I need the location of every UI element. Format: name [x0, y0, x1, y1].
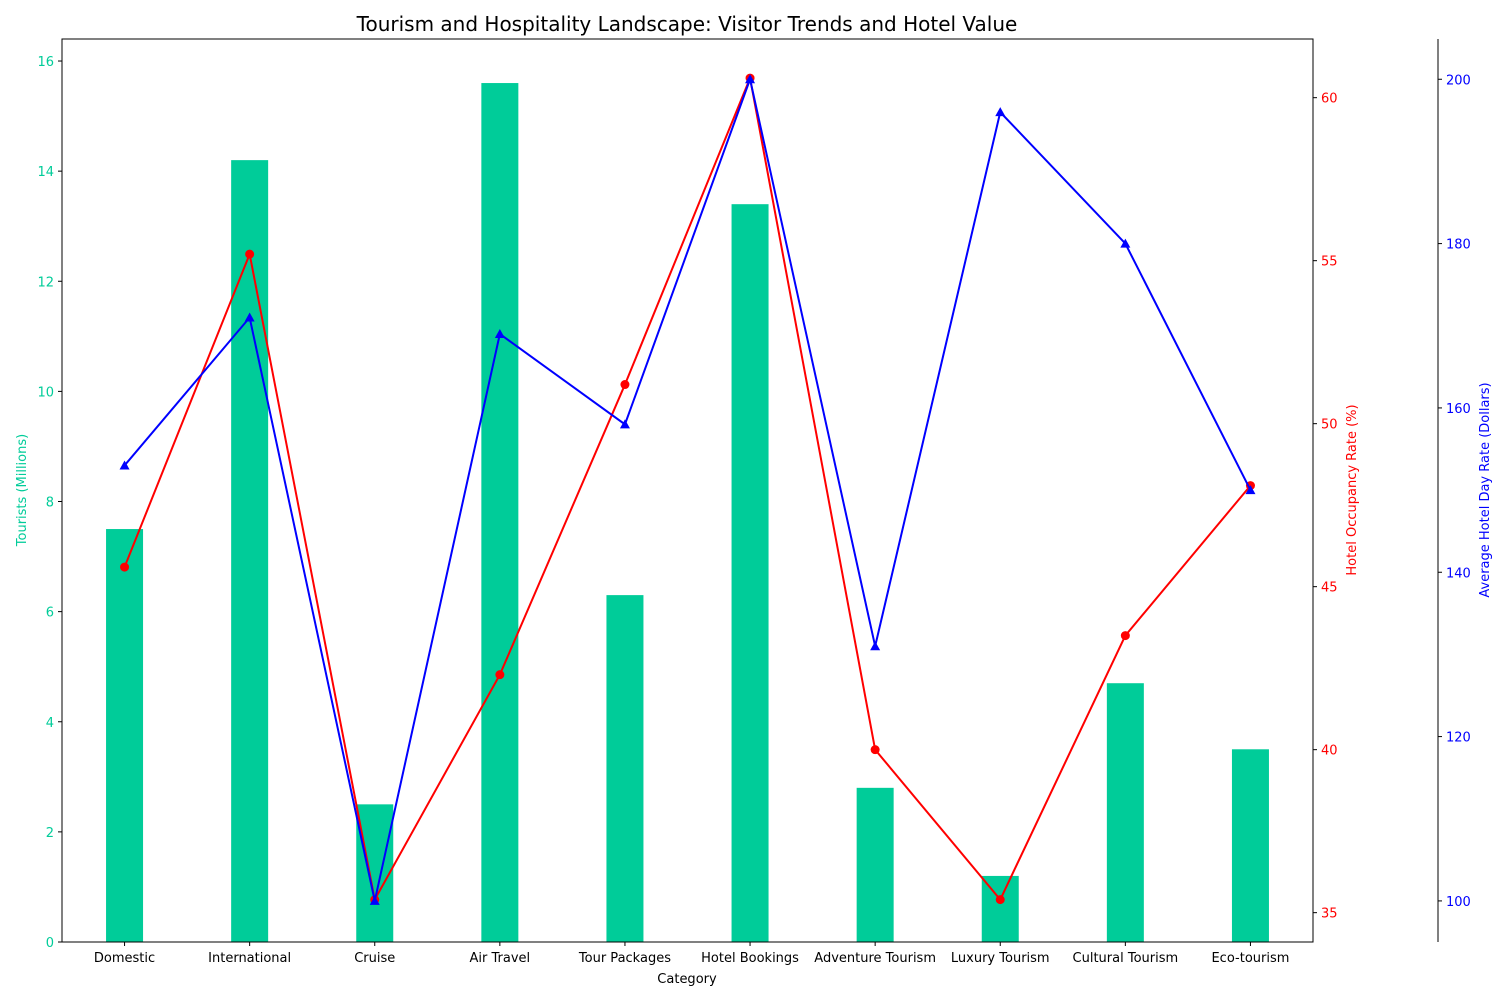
- occupancy-point-5: [620, 380, 630, 390]
- right-axis-tick-label: 55: [1321, 255, 1338, 270]
- x-tick-label: Hotel Bookings: [701, 951, 799, 966]
- bar-3: [356, 804, 394, 942]
- plot-frame: [61, 38, 1314, 943]
- x-axis-title: Category: [657, 972, 717, 987]
- bar-10: [1231, 749, 1269, 942]
- far-right-axis-title: Average Hotel Day Rate (Dollars): [1478, 382, 1493, 597]
- x-tick-label: Adventure Tourism: [814, 951, 936, 966]
- day-rate-point-8: [995, 107, 1006, 117]
- x-tick-label: Cruise: [354, 951, 395, 966]
- right-axis-tick-label: 50: [1321, 418, 1338, 433]
- x-tick-label: Tour Packages: [578, 951, 671, 966]
- lines-layer: [119, 73, 1256, 905]
- left-axis-tick-label: 6: [46, 606, 54, 621]
- day-rate-point-10: [1245, 485, 1256, 495]
- day-rate-point-4: [494, 328, 505, 338]
- bar-1: [106, 529, 144, 942]
- bar-4: [481, 83, 519, 943]
- left-axis-tick-label: 2: [46, 826, 54, 841]
- day-rate-point-7: [870, 641, 881, 651]
- x-tick-label: Cultural Tourism: [1073, 951, 1179, 966]
- far-right-axis-tick-label: 100: [1446, 895, 1471, 910]
- bar-9: [1106, 683, 1144, 942]
- bar-5: [606, 595, 644, 942]
- x-tick-label: Domestic: [94, 951, 155, 966]
- far-right-axis-tick-label: 160: [1446, 402, 1471, 417]
- day-rate-point-1: [119, 460, 130, 470]
- left-axis-tick-label: 8: [46, 496, 54, 511]
- x-tick-label: Air Travel: [470, 951, 531, 966]
- bar-7: [856, 787, 894, 942]
- bars-layer: [106, 83, 1269, 943]
- right-axis-tick-label: 40: [1321, 744, 1338, 759]
- left-axis-tick-label: 4: [46, 716, 54, 731]
- right-axis-tick-label: 45: [1321, 581, 1338, 596]
- occupancy-point-8: [995, 895, 1005, 905]
- right-axis-title: Hotel Occupancy Rate (%): [1345, 404, 1360, 575]
- bar-6: [731, 204, 769, 942]
- x-tick-label: Luxury Tourism: [951, 951, 1050, 966]
- day-rate-line: [123, 75, 1252, 902]
- right-axis-tick-label: 35: [1321, 907, 1338, 922]
- left-axis-tick-label: 16: [37, 55, 54, 70]
- x-tick-label: Eco-tourism: [1211, 951, 1289, 966]
- occupancy-point-7: [870, 745, 880, 755]
- far-right-axis-tick-label: 180: [1446, 238, 1471, 253]
- day-rate-point-3: [369, 895, 380, 905]
- far-right-axis-tick-label: 120: [1446, 731, 1471, 746]
- occupancy-line: [123, 74, 1252, 903]
- axes-layer: Domestic International Cruise Air Travel Tou…: [37, 55, 1470, 966]
- occupancy-point-1: [120, 562, 130, 572]
- day-rate-point-2: [244, 312, 255, 322]
- occupancy-point-9: [1120, 631, 1130, 641]
- bar-8: [981, 875, 1019, 942]
- occupancy-point-2: [245, 249, 255, 259]
- left-axis-tick-label: 14: [37, 165, 54, 180]
- left-axis-tick-label: 10: [37, 385, 54, 400]
- occupancy-point-4: [495, 670, 505, 680]
- left-axis-title: Tourists (Millions): [15, 434, 30, 547]
- day-rate-point-5: [619, 419, 630, 429]
- far-right-axis-tick-label: 140: [1446, 566, 1471, 581]
- right-axis-tick-label: 60: [1321, 92, 1338, 107]
- day-rate-point-9: [1120, 238, 1131, 248]
- left-axis-tick-label: 12: [37, 275, 54, 290]
- left-axis-tick-label: 0: [46, 936, 54, 951]
- x-tick-label: International: [208, 951, 291, 966]
- far-right-axis-tick-label: 200: [1446, 73, 1471, 88]
- day-rate-point-6: [745, 74, 756, 84]
- chart-title: Tourism and Hospitality Landscape: Visit…: [356, 12, 1018, 36]
- bar-2: [231, 160, 269, 942]
